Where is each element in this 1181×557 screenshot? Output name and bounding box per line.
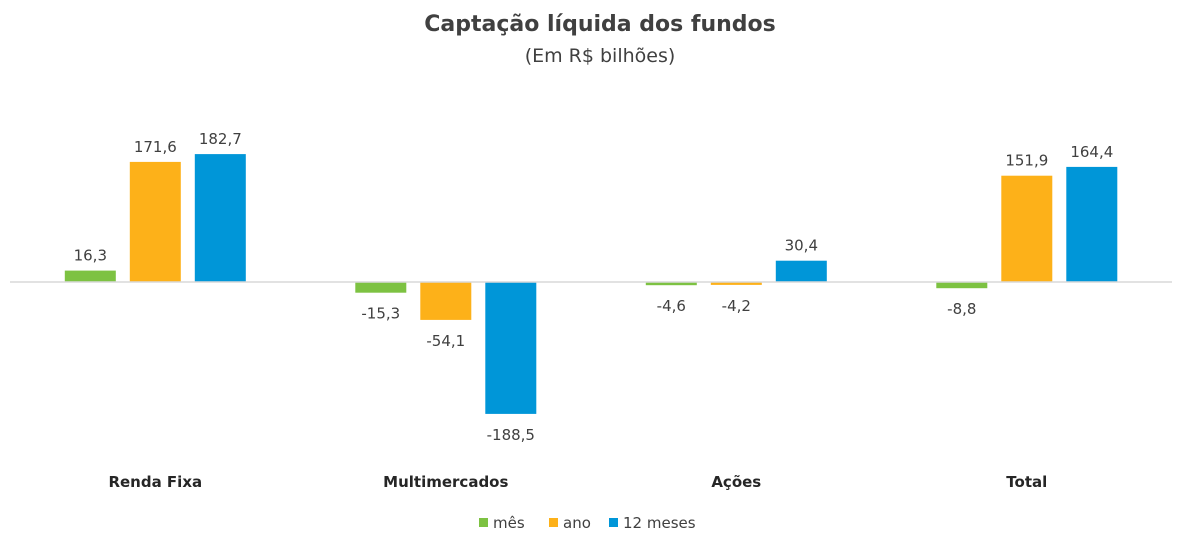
data-label-renda-fixa-12-meses: 182,7	[199, 130, 242, 148]
legend-swatch-mes	[479, 518, 488, 527]
bar-total-12-meses	[1066, 166, 1118, 282]
data-label-renda-fixa-ano: 171,6	[134, 138, 177, 156]
data-label-acoes-12-meses: 30,4	[785, 237, 818, 255]
category-label-acoes: Ações	[711, 473, 761, 491]
category-labels-group: Renda Fixa Multimercados Ações Total	[108, 473, 1047, 491]
category-label-renda-fixa: Renda Fixa	[108, 473, 202, 491]
bar-acoes-mes	[645, 282, 697, 286]
data-label-total-ano: 151,9	[1005, 152, 1048, 170]
bar-acoes-12-meses	[775, 260, 827, 282]
data-label-acoes-mes: -4,6	[657, 297, 686, 315]
category-label-total: Total	[1006, 473, 1047, 491]
bar-acoes-ano	[710, 282, 762, 285]
data-label-multimercados-ano: -54,1	[426, 332, 465, 350]
bar-total-ano	[1001, 175, 1053, 282]
data-label-total-mes: -8,8	[947, 300, 976, 318]
bars-group	[64, 154, 1118, 414]
bar-renda-fixa-12-meses	[194, 154, 246, 282]
bar-multimercados-12-meses	[485, 282, 537, 414]
data-label-multimercados-12-meses: -188,5	[487, 426, 535, 444]
bar-renda-fixa-ano	[129, 161, 181, 282]
legend: mês ano 12 meses	[479, 514, 696, 532]
data-label-total-12-meses: 164,4	[1070, 143, 1113, 161]
legend-swatch-ano	[549, 518, 558, 527]
category-label-multimercados: Multimercados	[383, 473, 508, 491]
chart-subtitle: (Em R$ bilhões)	[525, 45, 676, 67]
legend-label-ano: ano	[563, 514, 591, 532]
data-label-acoes-ano: -4,2	[722, 297, 751, 315]
bar-multimercados-ano	[420, 282, 472, 320]
bar-total-mes	[936, 282, 988, 289]
data-label-renda-fixa-mes: 16,3	[74, 247, 107, 265]
legend-swatch-12-meses	[609, 518, 618, 527]
legend-label-12-meses: 12 meses	[623, 514, 696, 532]
bar-renda-fixa-mes	[64, 270, 116, 282]
legend-label-mes: mês	[493, 514, 525, 532]
bar-multimercados-mes	[355, 282, 407, 293]
data-labels-group: 16,3 171,6 182,7 -15,3 -54,1 -188,5 -4,6 -4,2 30…	[74, 130, 1114, 444]
chart-title: Captação líquida dos fundos	[424, 12, 776, 37]
data-label-multimercados-mes: -15,3	[361, 305, 400, 323]
